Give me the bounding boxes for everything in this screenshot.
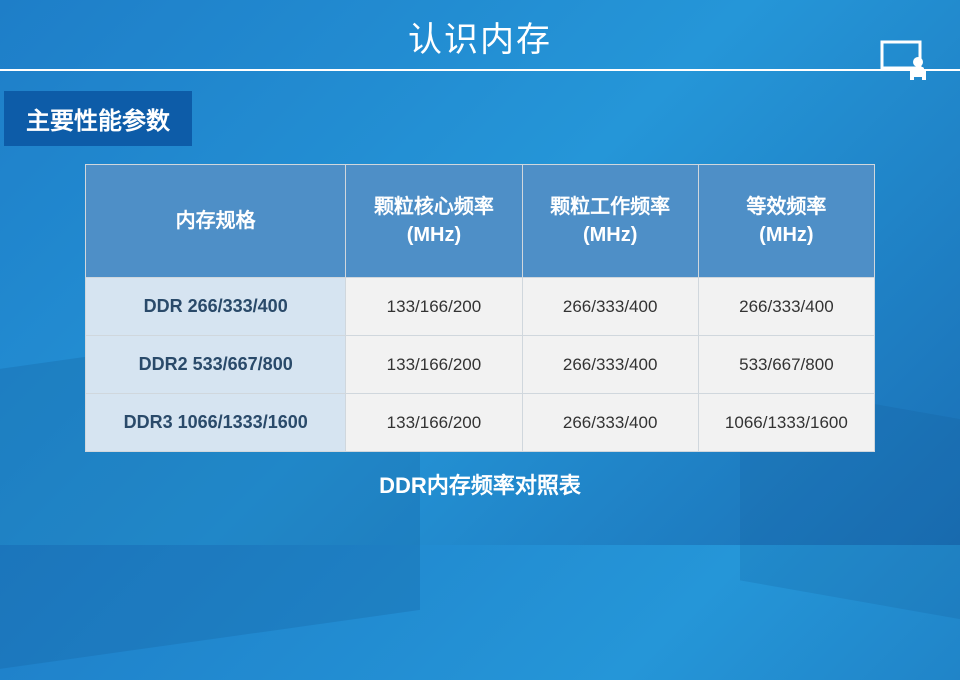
- th-spec: 内存规格: [86, 165, 346, 278]
- page-title: 认识内存: [0, 12, 960, 61]
- cell-spec: DDR2 533/667/800: [86, 336, 346, 394]
- table-row: DDR 266/333/400 133/166/200 266/333/400 …: [86, 278, 875, 336]
- cell-work: 266/333/400: [522, 278, 698, 336]
- cell-eff: 533/667/800: [698, 336, 874, 394]
- cell-eff: 266/333/400: [698, 278, 874, 336]
- cell-work: 266/333/400: [522, 336, 698, 394]
- cell-core: 133/166/200: [346, 394, 522, 452]
- th-eff: 等效频率(MHz): [698, 165, 874, 278]
- presenter-icon: [880, 40, 930, 87]
- table-row: DDR3 1066/1333/1600 133/166/200 266/333/…: [86, 394, 875, 452]
- cell-work: 266/333/400: [522, 394, 698, 452]
- th-work: 颗粒工作频率(MHz): [522, 165, 698, 278]
- header: 认识内存: [0, 0, 960, 79]
- cell-core: 133/166/200: [346, 278, 522, 336]
- cell-eff: 1066/1333/1600: [698, 394, 874, 452]
- section-subtitle: 主要性能参数: [4, 91, 192, 146]
- cell-spec: DDR3 1066/1333/1600: [86, 394, 346, 452]
- table-header-row: 内存规格 颗粒核心频率(MHz) 颗粒工作频率(MHz) 等效频率(MHz): [86, 165, 875, 278]
- frequency-table: 内存规格 颗粒核心频率(MHz) 颗粒工作频率(MHz) 等效频率(MHz) D…: [85, 164, 875, 452]
- cell-core: 133/166/200: [346, 336, 522, 394]
- table-row: DDR2 533/667/800 133/166/200 266/333/400…: [86, 336, 875, 394]
- cell-spec: DDR 266/333/400: [86, 278, 346, 336]
- frequency-table-container: 内存规格 颗粒核心频率(MHz) 颗粒工作频率(MHz) 等效频率(MHz) D…: [85, 164, 875, 500]
- header-divider: [0, 69, 960, 71]
- th-core: 颗粒核心频率(MHz): [346, 165, 522, 278]
- table-caption: DDR内存频率对照表: [85, 468, 875, 500]
